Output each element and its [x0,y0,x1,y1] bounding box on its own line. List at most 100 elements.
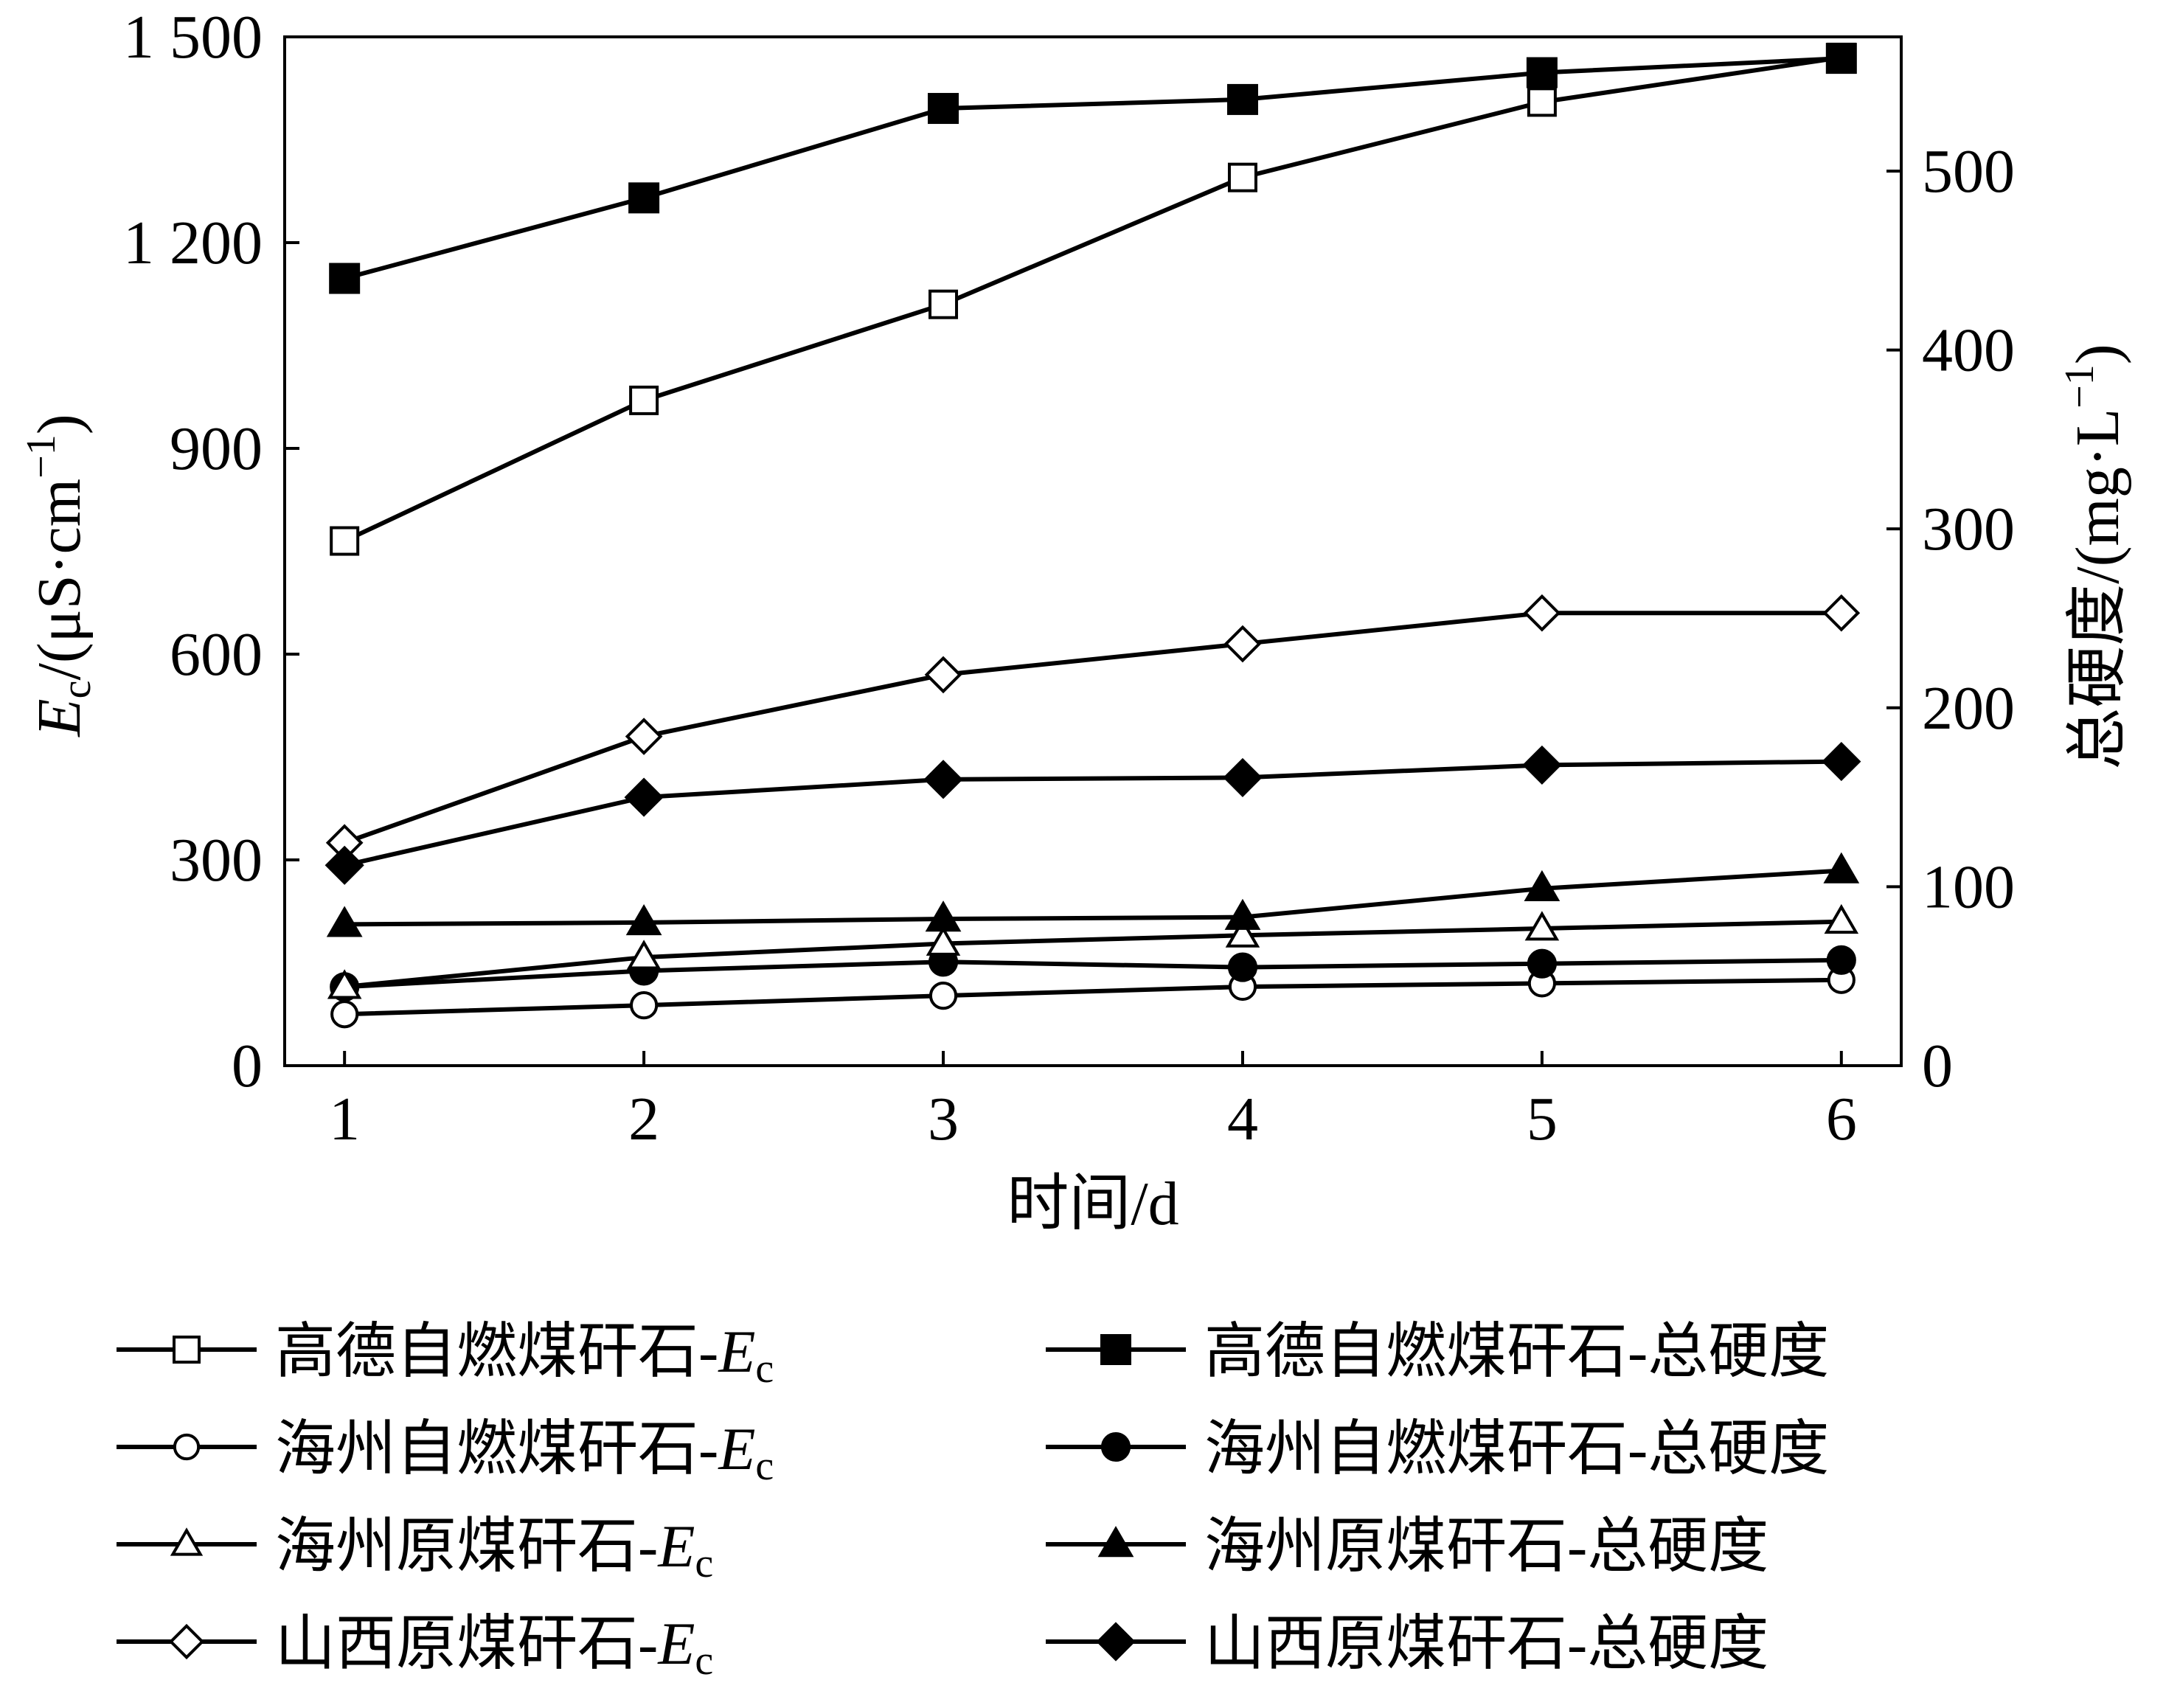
legend-label-text: 高德自燃煤矸石- [275,1318,718,1385]
data-point-circle [1227,952,1258,982]
data-point-diamond [1822,594,1861,632]
legend-marker-triangle [170,1527,204,1556]
plot-frame [283,35,1903,1067]
legend-label-italic: E [718,1318,755,1385]
series-2 [330,965,1856,1029]
data-point-diamond [324,845,364,885]
x-axis-title: 时间/d [1007,1170,1178,1238]
series-1 [329,43,1857,294]
x-tick-label: 4 [1227,1085,1258,1153]
x-tick-label: 6 [1826,1085,1857,1153]
legend-label-sub: c [755,1346,774,1392]
y-right-title-close: ) [2063,344,2132,364]
y-left-title-sup: −1 [18,434,64,479]
data-point-triangle [326,906,363,937]
data-point-diamond [923,760,963,799]
legend-marker-circle [1100,1431,1131,1462]
legend-marker-square [1100,1334,1131,1365]
data-point-square [330,526,360,556]
y-left-title-rest: /(μS·cm [25,479,94,681]
legend-label-sub: c [755,1443,774,1489]
data-point-circle [630,991,659,1020]
series-4 [327,903,1859,999]
legend-label: 海州原煤矸石-总硬度 [1204,1513,1768,1580]
y-right-tick-label: 300 [1922,495,2015,563]
y-left-tick-label: 900 [170,414,263,483]
y-left-title-close: ) [25,414,94,434]
legend-label-text: 山西原煤矸石- [275,1610,658,1677]
data-point-diamond [1223,757,1263,797]
data-point-triangle [327,969,362,999]
y-right-tick-label: 100 [1922,853,2015,921]
y-axis-right-title: 总硬度/(mg·L−1) [2057,344,2132,770]
data-point-circle [330,1000,359,1029]
legend-item: 山西原煤矸石-Ec [117,1610,713,1684]
data-point-diamond [1522,745,1562,785]
data-point-diamond [1523,594,1561,632]
series-7 [324,741,1861,885]
legend-label-sub: c [695,1541,713,1586]
data-point-square [329,263,361,294]
legend-label-text: 海州原煤矸石- [275,1513,658,1580]
legend-marker-square [173,1336,201,1364]
series-line [344,957,1841,990]
legend-label: 山西原煤矸石-总硬度 [1204,1610,1768,1677]
data-point-diamond [624,777,664,817]
legend-label: 海州原煤矸石-Ec [275,1513,713,1586]
data-point-circle [928,982,958,1010]
data-point-triangle [925,900,962,932]
data-point-square [928,93,959,125]
data-point-square [1226,83,1258,115]
x-tick-label: 2 [628,1085,659,1153]
y-right-tick-label: 400 [1922,316,2015,385]
legend-marker-diamond [168,1623,205,1660]
legend-label-text: 高德自燃煤矸石-总硬度 [1204,1318,1829,1385]
y-left-title-italic: E [25,698,94,737]
data-point-square [1825,43,1857,74]
data-point-circle [1527,948,1557,979]
series-line [343,55,1842,544]
data-point-diamond [1822,741,1861,782]
data-point-square [928,289,959,319]
series-line [344,919,1841,990]
data-point-diamond [1223,625,1262,663]
legend-marker-circle [173,1433,201,1461]
data-point-square [629,385,659,415]
data-point-square [1526,57,1558,88]
legend-item: 高德自燃煤矸石-Ec [117,1318,774,1392]
series-line [344,759,1841,868]
series-line [344,868,1841,927]
x-tick-label: 3 [928,1085,959,1153]
axes [283,35,1903,1067]
legend-label-italic: E [657,1610,695,1677]
data-point-square [1527,87,1557,117]
data-point-triangle [1524,911,1560,941]
legend-item: 高德自燃煤矸石-总硬度 [1046,1318,1829,1385]
legend-label-italic: E [657,1513,695,1580]
series-5 [326,852,1860,937]
series-layer [324,42,1861,1029]
series-0 [330,42,1856,556]
legend-label-text: 山西原煤矸石-总硬度 [1204,1610,1768,1677]
y-right-tick-label: 500 [1922,137,2015,206]
data-point-square [628,182,660,214]
axis-titles: 时间/d Ec/(μS·cm−1) 总硬度/(mg·L−1) [18,344,2132,1238]
data-point-diamond [625,718,663,755]
legend-label-italic: E [718,1415,755,1482]
legend-label-text: 海州自燃煤矸石-总硬度 [1204,1415,1829,1482]
data-point-square [1227,162,1257,192]
legend-label: 海州自燃煤矸石-Ec [275,1415,774,1489]
legend-label-sub: c [695,1638,713,1684]
y-right-tick-label: 0 [1922,1032,1953,1100]
legend-label: 海州自燃煤矸石-总硬度 [1204,1415,1829,1482]
legend-label: 山西原煤矸石-Ec [275,1610,713,1684]
legend-label-text: 海州原煤矸石-总硬度 [1204,1513,1768,1580]
data-point-triangle [1823,852,1860,883]
legend-label: 高德自燃煤矸石-总硬度 [1204,1318,1829,1385]
data-point-triangle [625,904,662,936]
data-point-diamond [924,656,962,694]
legend-label: 高德自燃煤矸石-Ec [275,1318,774,1392]
legend-item: 山西原煤矸石-总硬度 [1046,1610,1768,1677]
